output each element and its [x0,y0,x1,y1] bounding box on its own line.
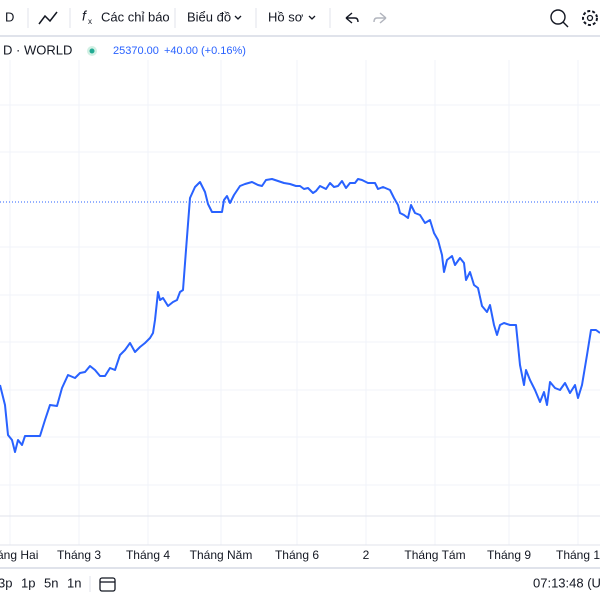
price: 25370.00 [113,45,159,57]
time-label: Tháng 4 [126,548,170,562]
time-label: Tháng 3 [57,548,101,562]
redo-button[interactable] [373,12,387,24]
time-label: áng Hai [0,548,38,562]
chart-menu-button[interactable]: Biểu đồ [187,9,231,24]
range-button[interactable]: 3p [0,575,12,590]
indicators-button[interactable]: Các chỉ báo [101,9,170,24]
fx-icon[interactable]: f [82,8,88,24]
time-label: Tháng 9 [487,548,531,562]
grid [0,60,600,545]
symbol-name: D · WORLD [3,42,72,57]
status-dot [89,48,95,54]
price-series [0,178,600,453]
undo-button[interactable] [345,12,359,24]
screenshot-button[interactable] [562,21,569,28]
settings-button[interactable] [586,14,594,22]
time-label: 2 [363,548,370,562]
chevron [308,15,316,20]
range-button[interactable]: 1n [67,575,81,590]
chart-type-button[interactable] [38,11,58,25]
symbol-button[interactable]: D [5,9,14,24]
date-range-button[interactable] [99,577,116,592]
fx-icon[interactable]: x [88,17,92,26]
clock: 07:13:48 (UT [533,575,600,590]
range-button[interactable]: 5n [44,575,58,590]
profile-menu-button[interactable]: Hồ sơ [268,9,304,24]
settings-button[interactable] [582,10,598,26]
screenshot-button[interactable] [550,9,566,25]
time-label: Tháng Tám [404,548,465,562]
time-label: Tháng Năm [190,548,253,562]
time-label: Tháng 10 [556,548,600,562]
chevron [234,15,242,20]
time-label: Tháng 6 [275,548,319,562]
range-button[interactable]: 1p [21,575,35,590]
price-change: +40.00 (+0.16%) [164,45,246,57]
